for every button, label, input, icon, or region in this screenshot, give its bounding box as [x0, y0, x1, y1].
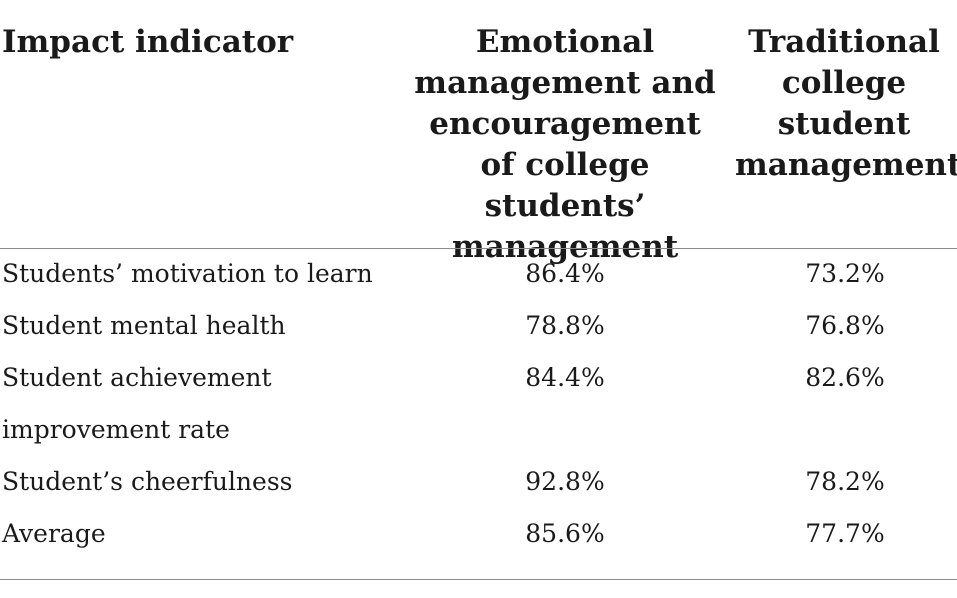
traditional-value: 82.6% [805, 363, 885, 392]
traditional-value: 78.2% [805, 467, 885, 496]
row-label: Student mental health [2, 311, 286, 340]
table-bottom-rule [0, 579, 957, 580]
traditional-value: 76.8% [805, 311, 885, 340]
header-traditional-management: Traditional college student management [735, 24, 957, 183]
table-row: Student’s cheerfulness 92.8% 78.2% [0, 456, 957, 508]
emotional-value: 92.8% [525, 467, 605, 496]
row-label: Student achievement [2, 363, 272, 392]
row-label: Student’s cheerfulness [2, 467, 293, 496]
traditional-value: 77.7% [805, 519, 885, 548]
table-row: Student mental health 78.8% 76.8% [0, 300, 957, 352]
table-header: Impact indicator Emotional management an… [0, 0, 957, 265]
header-impact-indicator: Impact indicator [2, 24, 294, 60]
emotional-value: 84.4% [525, 363, 605, 392]
emotional-value: 78.8% [525, 311, 605, 340]
table-row: Average 85.6% 77.7% [0, 508, 957, 560]
header-emotional-management: Emotional management and encouragement o… [414, 24, 716, 265]
header-divider [0, 248, 957, 249]
emotional-value: 86.4% [525, 259, 605, 288]
emotional-value: 85.6% [525, 519, 605, 548]
row-label: Students’ motivation to learn [2, 259, 373, 288]
table-row: improvement rate [0, 404, 957, 456]
table-row: Students’ motivation to learn 86.4% 73.2… [0, 248, 957, 300]
traditional-value: 73.2% [805, 259, 885, 288]
row-label: Average [2, 519, 106, 548]
table-row: Student achievement 84.4% 82.6% [0, 352, 957, 404]
row-label: improvement rate [2, 415, 230, 444]
